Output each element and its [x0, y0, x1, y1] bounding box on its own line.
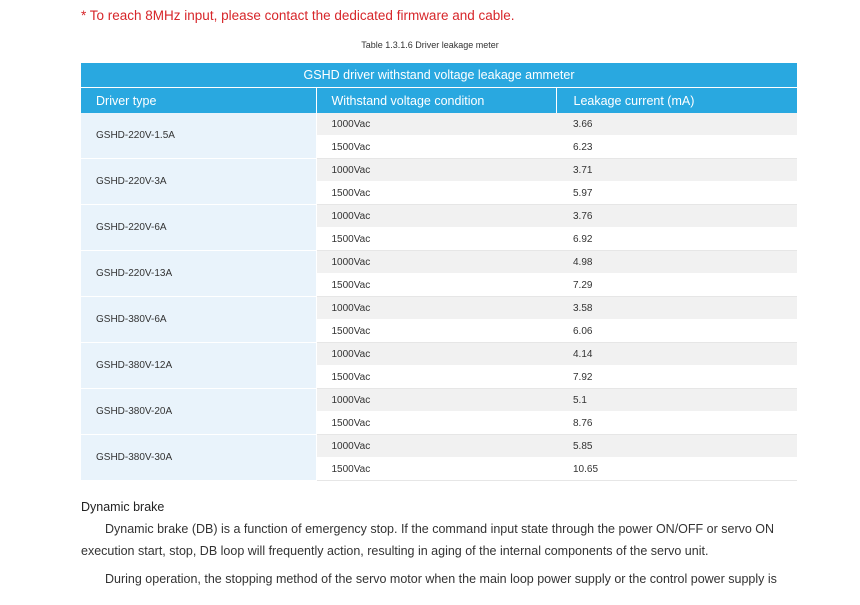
voltage-condition-cell: 1500Vac [316, 135, 556, 159]
driver-type-cell: GSHD-220V-3A [81, 158, 317, 205]
leakage-current-cell: 4.98 [556, 250, 798, 274]
leakage-current-cell: 4.14 [556, 342, 798, 366]
voltage-condition-cell: 1500Vac [316, 181, 556, 205]
leakage-current-cell: 8.76 [556, 411, 798, 435]
header-voltage-condition: Withstand voltage condition [316, 87, 557, 113]
table-row: GSHD-380V-30A 1000Vac 5.85 [81, 434, 798, 481]
driver-type-cell: GSHD-220V-6A [81, 204, 317, 251]
table-row: GSHD-380V-20A 1000Vac 5.1 [81, 388, 798, 435]
leakage-current-cell: 6.92 [556, 227, 798, 251]
voltage-condition-cell: 1500Vac [316, 319, 556, 343]
leakage-table: GSHD driver withstand voltage leakage am… [81, 63, 798, 481]
driver-type-cell: GSHD-380V-20A [81, 388, 317, 435]
voltage-condition-cell: 1500Vac [316, 273, 556, 297]
table-row: 1500Vac 7.92 [81, 365, 798, 389]
voltage-condition-cell: 1000Vac [316, 113, 556, 136]
voltage-condition-cell: 1000Vac [316, 158, 556, 182]
driver-type-cell: GSHD-380V-12A [81, 342, 317, 389]
table-row: GSHD-380V-12A 1000Vac 4.14 [81, 342, 798, 389]
leakage-current-cell: 7.92 [556, 365, 798, 389]
table-row: GSHD-220V-3A 1000Vac 3.71 [81, 158, 798, 205]
leakage-current-cell: 10.65 [556, 457, 798, 481]
voltage-condition-cell: 1500Vac [316, 365, 556, 389]
table-row: 1500Vac 6.92 [81, 227, 798, 251]
table-title: GSHD driver withstand voltage leakage am… [81, 63, 798, 88]
voltage-condition-cell: 1500Vac [316, 227, 556, 251]
table-row: 1500Vac 6.06 [81, 319, 798, 343]
voltage-condition-cell: 1000Vac [316, 250, 556, 274]
table-row: 1500Vac 5.97 [81, 181, 798, 205]
header-driver-type: Driver type [81, 87, 317, 113]
voltage-condition-cell: 1000Vac [316, 342, 556, 366]
driver-type-cell: GSHD-220V-13A [81, 250, 317, 297]
voltage-condition-cell: 1000Vac [316, 388, 556, 412]
voltage-condition-cell: 1000Vac [316, 204, 556, 228]
leakage-current-cell: 3.76 [556, 204, 798, 228]
section-title: Dynamic brake [81, 500, 165, 514]
leakage-current-cell: 6.06 [556, 319, 798, 343]
table-body: GSHD-220V-1.5A 1000Vac 3.66 1500Vac 6.23 GSHD… [81, 113, 798, 481]
table-row: 1500Vac 8.76 [81, 411, 798, 435]
paragraph: During operation, the stopping method of… [105, 572, 777, 586]
voltage-condition-cell: 1000Vac [316, 296, 556, 320]
driver-type-cell: GSHD-220V-1.5A [81, 113, 317, 159]
leakage-current-cell: 5.1 [556, 388, 798, 412]
table-row: GSHD-220V-6A 1000Vac 3.76 [81, 204, 798, 251]
voltage-condition-cell: 1000Vac [316, 434, 556, 458]
table-row: GSHD-380V-6A 1000Vac 3.58 [81, 296, 798, 343]
paragraph: Dynamic brake (DB) is a function of emer… [81, 522, 775, 558]
leakage-current-cell: 5.97 [556, 181, 798, 205]
table-row: 1500Vac 7.29 [81, 273, 798, 297]
table-row: 1500Vac 6.23 [81, 135, 798, 159]
leakage-current-cell: 3.66 [556, 113, 798, 136]
leakage-current-cell: 7.29 [556, 273, 798, 297]
table-row: GSHD-220V-13A 1000Vac 4.98 [81, 250, 798, 297]
table-row: GSHD-220V-1.5A 1000Vac 3.66 [81, 113, 798, 159]
firmware-note: * To reach 8MHz input, please contact th… [81, 8, 515, 23]
leakage-current-cell: 6.23 [556, 135, 798, 159]
leakage-current-cell: 3.71 [556, 158, 798, 182]
voltage-condition-cell: 1500Vac [316, 411, 556, 435]
header-leakage-current: Leakage current (mA) [556, 87, 798, 113]
driver-type-cell: GSHD-380V-30A [81, 434, 317, 481]
table-caption: Table 1.3.1.6 Driver leakage meter [361, 40, 499, 50]
voltage-condition-cell: 1500Vac [316, 457, 556, 481]
leakage-current-cell: 5.85 [556, 434, 798, 458]
table-row: 1500Vac 10.65 [81, 457, 798, 481]
leakage-current-cell: 3.58 [556, 296, 798, 320]
driver-type-cell: GSHD-380V-6A [81, 296, 317, 343]
